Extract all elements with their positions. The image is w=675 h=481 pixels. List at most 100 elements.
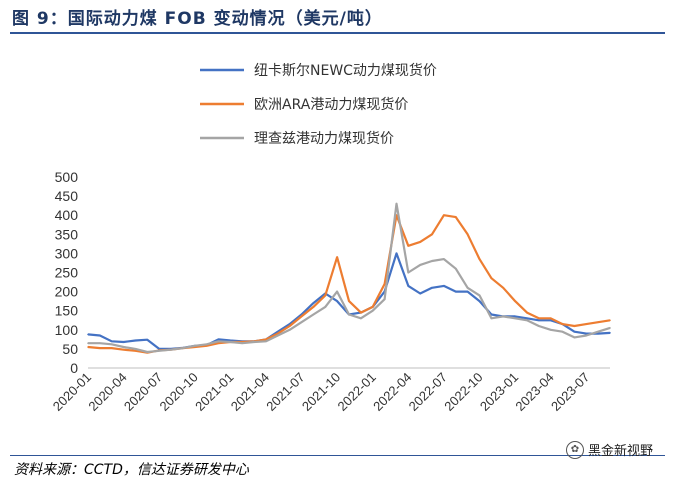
data-point xyxy=(110,343,113,346)
data-point xyxy=(265,338,267,341)
data-point xyxy=(110,347,113,349)
data-point xyxy=(454,267,457,270)
data-point xyxy=(514,317,516,320)
data-point xyxy=(573,325,576,327)
data-point xyxy=(490,277,493,280)
watermark: ✿ 黑金新视野 xyxy=(565,440,653,459)
y-tick-label: 0 xyxy=(70,360,78,376)
data-point xyxy=(597,330,599,333)
data-point xyxy=(99,334,101,337)
y-tick-label: 100 xyxy=(55,322,79,338)
data-point xyxy=(454,216,457,218)
data-point xyxy=(87,342,89,344)
y-tick-label: 250 xyxy=(55,265,79,281)
x-tick-label: 2023-04 xyxy=(512,370,556,414)
series-lines xyxy=(87,202,611,354)
data-point xyxy=(538,319,540,322)
data-point xyxy=(146,351,149,353)
data-point xyxy=(538,325,540,327)
data-point xyxy=(502,286,505,289)
y-tick-label: 450 xyxy=(55,188,79,204)
y-tick-label: 350 xyxy=(55,226,79,242)
data-point xyxy=(407,285,410,287)
data-point xyxy=(134,339,137,342)
x-tick-label: 2023-07 xyxy=(548,370,592,414)
y-tick-label: 300 xyxy=(55,245,79,261)
data-point xyxy=(407,271,410,274)
data-point xyxy=(478,258,481,260)
data-point xyxy=(419,264,421,266)
data-point xyxy=(609,319,611,322)
x-tick-label: 2023-01 xyxy=(477,370,521,414)
data-point xyxy=(443,258,445,260)
data-point xyxy=(573,336,576,339)
data-point xyxy=(585,332,588,335)
y-tick-label: 500 xyxy=(55,169,79,185)
data-point xyxy=(478,294,481,297)
data-point xyxy=(277,334,279,337)
data-point xyxy=(300,315,303,318)
data-point xyxy=(431,286,433,289)
data-point xyxy=(395,252,398,255)
data-point xyxy=(300,321,303,323)
data-point xyxy=(573,330,576,333)
data-point xyxy=(170,348,172,351)
y-tick-label: 400 xyxy=(55,207,79,223)
data-point xyxy=(288,325,291,327)
data-point xyxy=(502,315,505,318)
data-point xyxy=(265,340,267,343)
data-point xyxy=(336,290,338,293)
data-point xyxy=(312,306,315,308)
data-point xyxy=(383,283,386,285)
wechat-icon: ✿ xyxy=(565,440,584,459)
watermark-text: 黑金新视野 xyxy=(587,444,653,459)
data-point xyxy=(99,347,101,349)
series-line-3 xyxy=(88,202,611,354)
data-point xyxy=(597,332,599,335)
data-point xyxy=(348,313,350,316)
data-point xyxy=(87,346,89,348)
data-point xyxy=(466,233,469,236)
figure-title: 图 9：国际动力煤 FOB 变动情况（美元/吨） xyxy=(12,9,383,29)
data-point xyxy=(561,330,564,333)
data-point xyxy=(609,327,611,329)
x-tick-label: 2022-07 xyxy=(406,370,450,414)
data-point xyxy=(324,306,327,308)
data-point xyxy=(526,317,528,320)
data-point xyxy=(371,309,374,312)
x-tick-label: 2021-04 xyxy=(228,370,272,414)
data-point xyxy=(277,332,279,335)
y-tick-label: 150 xyxy=(55,303,79,319)
y-axis: 0 50 100 150 200 250 300 350 400 450 500 xyxy=(55,169,610,376)
x-tick-label: 2020-01 xyxy=(50,370,94,414)
x-axis: 2020-012020-042020-072020-102021-012021-… xyxy=(50,370,593,414)
data-point xyxy=(454,290,457,293)
legend-label: 理查兹港动力煤现货价 xyxy=(254,130,394,147)
data-point xyxy=(217,340,220,343)
data-point xyxy=(312,313,315,316)
data-point xyxy=(158,350,160,352)
data-point xyxy=(122,346,125,348)
data-point xyxy=(585,334,588,337)
data-point xyxy=(466,290,469,293)
data-point xyxy=(122,348,125,351)
x-tick-label: 2022-10 xyxy=(441,370,485,414)
x-tick-label: 2021-07 xyxy=(263,370,307,414)
x-tick-label: 2022-01 xyxy=(334,370,378,414)
data-point xyxy=(561,323,564,325)
data-point xyxy=(312,302,315,304)
data-point xyxy=(514,315,516,318)
data-point xyxy=(478,300,481,302)
x-tick-label: 2021-01 xyxy=(192,370,236,414)
data-point xyxy=(549,319,552,322)
data-point xyxy=(466,286,469,289)
data-point xyxy=(431,260,433,262)
data-point xyxy=(110,340,113,343)
data-point xyxy=(336,256,338,259)
data-point xyxy=(253,341,255,343)
data-point xyxy=(526,319,528,322)
data-point xyxy=(490,313,493,316)
data-point xyxy=(549,317,552,320)
